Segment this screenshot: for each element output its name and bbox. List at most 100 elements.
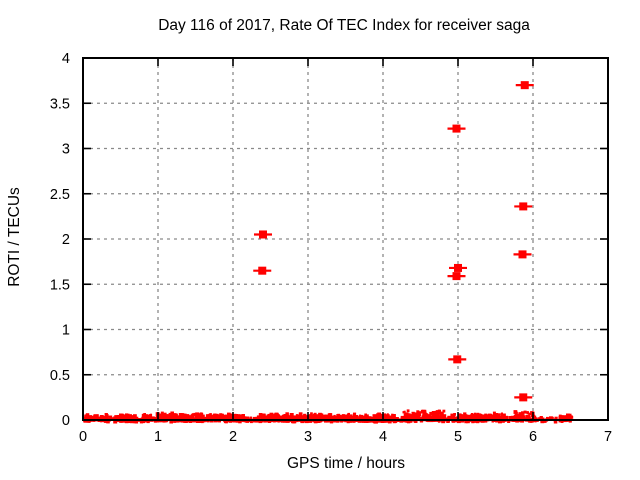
noise-point <box>318 412 322 417</box>
noise-point <box>221 414 224 417</box>
noise-point <box>133 414 137 418</box>
noise-point <box>459 414 463 418</box>
noise-point <box>364 413 367 417</box>
noise-point <box>194 413 197 417</box>
x-tick-labels: 0 1 2 3 4 5 6 7 <box>79 429 612 445</box>
noise-point <box>199 412 203 415</box>
noise-point <box>445 417 449 421</box>
noise-point <box>425 413 429 417</box>
noise-point <box>341 414 345 418</box>
noise-point <box>107 417 111 421</box>
noise-point <box>373 415 378 419</box>
noise-point <box>504 415 509 420</box>
noise-point <box>123 414 128 419</box>
x-tick-label: 7 <box>604 429 612 445</box>
noise-point <box>379 416 383 420</box>
noise-point <box>528 412 531 416</box>
y-axis-label: ROTI / TECUs <box>6 187 23 287</box>
noise-point <box>229 419 233 423</box>
noise-point <box>567 417 571 420</box>
noise-point <box>235 419 239 423</box>
noise-point <box>225 414 229 418</box>
noise-point <box>97 417 101 421</box>
noise-point <box>145 414 148 417</box>
data-point <box>447 124 466 133</box>
noise-point <box>346 420 350 424</box>
noise-point <box>317 420 321 423</box>
noise-point <box>317 416 320 419</box>
noise-point <box>274 417 278 421</box>
noise-point <box>170 415 174 419</box>
noise-point <box>148 414 153 418</box>
noise-point <box>224 420 228 424</box>
noise-band-points <box>83 409 574 424</box>
noise-point <box>164 414 168 417</box>
data-point <box>448 355 467 364</box>
noise-point <box>498 413 501 416</box>
noise-point <box>561 415 564 419</box>
noise-point <box>500 412 503 415</box>
noise-point <box>424 412 427 415</box>
noise-point <box>289 413 294 417</box>
data-point <box>514 202 533 211</box>
noise-point <box>106 419 110 424</box>
noise-point <box>269 412 274 417</box>
noise-point <box>93 414 98 419</box>
noise-point <box>100 415 104 419</box>
data-point <box>254 230 272 239</box>
y-tick-label: 2 <box>62 232 70 248</box>
noise-point <box>439 412 444 417</box>
noise-point <box>492 411 496 415</box>
noise-point <box>392 414 396 418</box>
noise-point <box>316 414 319 417</box>
noise-point <box>436 410 439 413</box>
noise-point <box>191 413 195 416</box>
noise-point <box>303 413 307 418</box>
noise-point <box>277 414 280 417</box>
noise-point <box>407 420 411 424</box>
noise-point <box>368 416 372 420</box>
noise-point <box>538 417 541 420</box>
noise-point <box>439 416 442 420</box>
noise-point <box>406 409 410 413</box>
noise-point <box>482 414 486 418</box>
data-point <box>447 272 466 281</box>
noise-point <box>435 415 440 420</box>
noise-point <box>181 415 186 420</box>
noise-point <box>416 417 420 421</box>
noise-point <box>245 416 249 421</box>
noise-point <box>377 412 381 417</box>
noise-point <box>263 415 267 419</box>
noise-point <box>299 416 303 420</box>
noise-point <box>96 414 99 417</box>
chart-title: Day 116 of 2017, Rate Of TEC Index for r… <box>158 17 530 34</box>
noise-point <box>513 415 518 420</box>
noise-point <box>160 413 164 417</box>
noise-point <box>566 413 570 418</box>
noise-point <box>446 419 450 423</box>
noise-point <box>256 415 261 420</box>
noise-point <box>442 415 446 419</box>
x-tick-label: 2 <box>229 429 237 445</box>
noise-point <box>114 415 118 419</box>
noise-point <box>371 419 375 423</box>
data-point <box>515 81 534 90</box>
noise-point <box>176 415 181 419</box>
noise-point <box>518 412 522 416</box>
noise-point <box>570 415 573 418</box>
noise-point <box>291 416 295 420</box>
noise-point <box>359 414 362 417</box>
noise-point <box>227 412 231 417</box>
noise-point <box>309 416 314 421</box>
noise-point <box>562 415 567 420</box>
noise-point <box>389 415 392 418</box>
noise-point <box>416 414 420 418</box>
noise-point <box>359 419 363 423</box>
x-tick-label: 0 <box>79 429 87 445</box>
noise-point <box>546 416 549 420</box>
noise-point <box>408 414 413 419</box>
noise-point <box>530 420 533 423</box>
noise-point <box>285 414 289 418</box>
